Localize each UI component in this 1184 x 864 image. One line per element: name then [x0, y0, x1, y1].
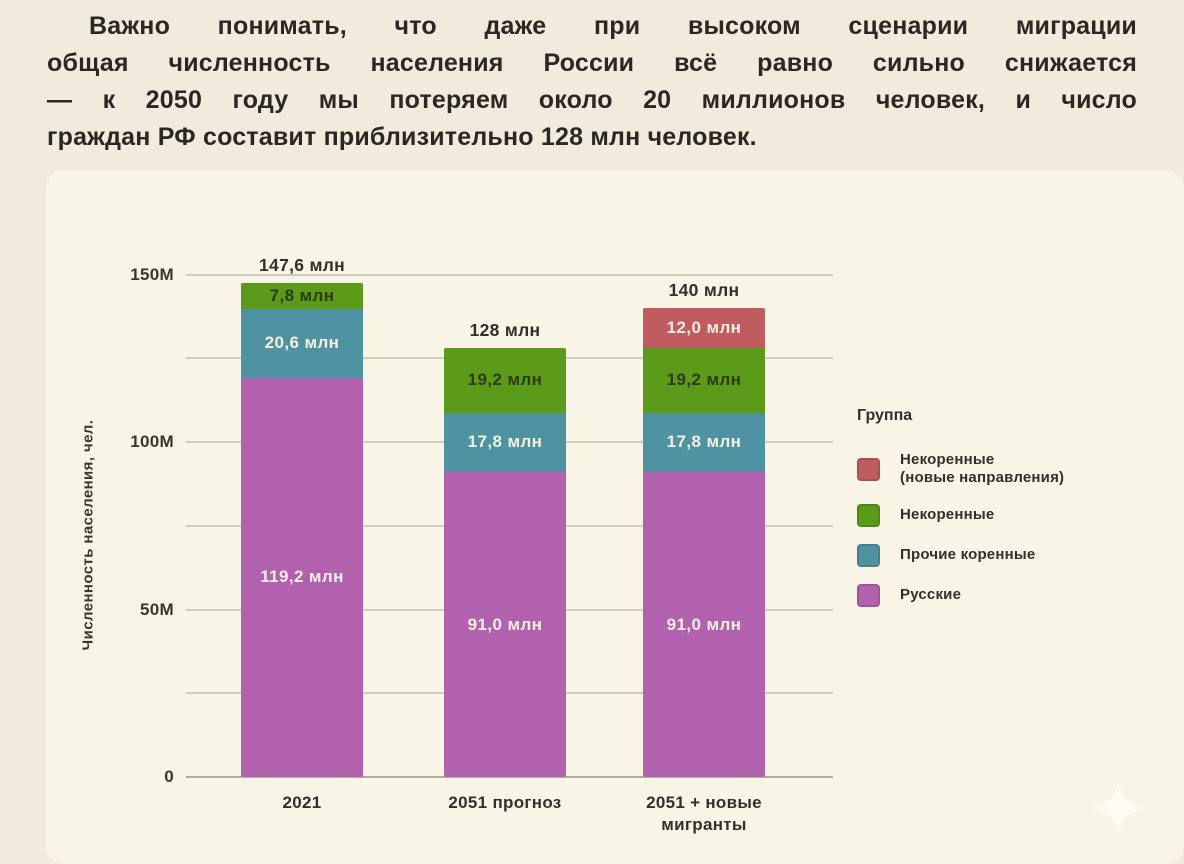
intro-line: общая численность населения России всё р… [47, 49, 1137, 77]
intro-line: Важно понимать, что даже при высоком сце… [89, 12, 1137, 40]
intro-line: граждан РФ составит приблизительно 128 м… [47, 123, 757, 151]
bar-2051-new-migrants: 12,0 млн 19,2 млн 17,8 млн 91,0 млн [643, 308, 765, 777]
bar-segment-other-indigenous: 17,8 млн [643, 412, 765, 473]
x-tick-label: 2021 [282, 793, 322, 812]
y-tick-label: 50M [140, 599, 174, 619]
legend-item-non-indigenous-new-directions: Некоренные (новые направления) [857, 451, 1177, 487]
legend-item-label: Русские [900, 586, 962, 603]
legend-item-non-indigenous: Некоренные [857, 503, 1177, 527]
segment-value-label: 17,8 млн [467, 432, 543, 452]
legend-title: Группа [857, 407, 913, 424]
segment-value-label: 7,8 млн [269, 285, 335, 305]
bar-total-label: 128 млн [469, 320, 541, 341]
segment-value-label: 91,0 млн [666, 614, 742, 634]
legend-swatch [857, 543, 880, 567]
bar-total-label: 147,6 млн [259, 254, 345, 275]
y-tick-label: 0 [164, 767, 174, 786]
intro-line: — к 2050 году мы потеряем около 20 милли… [47, 86, 1137, 114]
segment-value-label: 19,2 млн [666, 370, 742, 390]
legend-item-other-indigenous: Прочие коренные [857, 543, 1177, 567]
bar-segment-russians: 91,0 млн [643, 472, 765, 777]
bar-total-label: 140 млн [668, 280, 740, 300]
intro-paragraph: Важно понимать, что даже при высоком сце… [47, 8, 1137, 156]
segment-value-label: 119,2 млн [260, 567, 344, 587]
bar-segment-non-indigenous: 19,2 млн [643, 348, 765, 413]
chart-panel [46, 170, 1184, 864]
chart-legend: Группа Некоренные (новые направления) Нек… [857, 407, 1177, 623]
segment-value-label: 20,6 млн [264, 333, 340, 353]
legend-swatch [857, 457, 880, 481]
bar-segment-non-indigenous: 19,2 млн [444, 348, 566, 413]
y-tick-label: 100M [130, 432, 174, 451]
segment-value-label: 12,0 млн [666, 318, 742, 338]
legend-swatch [857, 503, 880, 527]
legend-swatch [857, 583, 880, 607]
legend-item-label: Некоренные [900, 506, 995, 523]
bar-2021: 7,8 млн 20,6 млн 119,2 млн [241, 282, 363, 777]
bar-segment-other-indigenous: 17,8 млн [444, 412, 566, 473]
segment-value-label: 91,0 млн [467, 614, 543, 634]
bar-2051-forecast: 19,2 млн 17,8 млн 91,0 млн [444, 348, 566, 777]
segment-value-label: 17,8 млн [666, 432, 742, 452]
bar-segment-russians: 91,0 млн [444, 472, 566, 777]
legend-items: Некоренные (новые направления) Некоренные… [857, 451, 1177, 607]
x-tick-label: 2051 прогноз [448, 793, 562, 812]
bar-segment-other-indigenous: 20,6 млн [241, 308, 363, 378]
gridline-150m [186, 273, 833, 276]
bar-segment-non-indigenous-new-directions: 12,0 млн [643, 308, 765, 349]
sparkle-icon [1092, 782, 1144, 834]
legend-item-label: Некоренные (новые направления) [900, 451, 1065, 486]
legend-item-label: Прочие коренные [900, 546, 1036, 563]
x-tick-label: 2051 + новые мигранты [646, 793, 762, 834]
gridline-0m [186, 776, 833, 778]
bar-segment-russians: 119,2 млн [241, 377, 363, 777]
y-tick-label: 150M [130, 264, 174, 284]
bar-segment-non-indigenous: 7,8 млн [241, 282, 363, 309]
segment-value-label: 19,2 млн [467, 370, 543, 390]
legend-item-russians: Русские [857, 583, 1177, 607]
